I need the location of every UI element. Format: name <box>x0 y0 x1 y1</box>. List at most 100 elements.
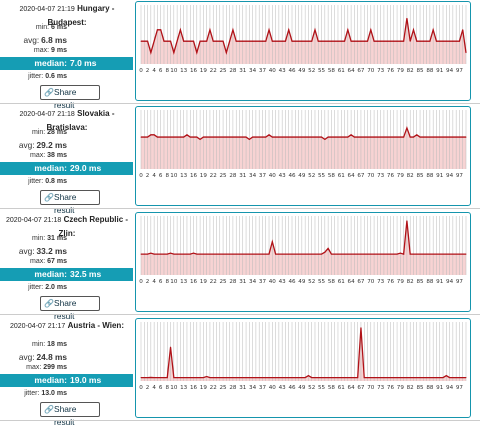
data-point <box>409 253 411 255</box>
data-point <box>143 136 145 138</box>
data-point <box>284 253 286 255</box>
data-point <box>327 136 329 138</box>
data-point <box>396 377 398 379</box>
data-point <box>147 40 149 42</box>
data-point <box>294 40 296 42</box>
x-tick-label: 22 <box>210 68 217 74</box>
data-point <box>258 253 260 255</box>
data-point <box>202 253 204 255</box>
data-point <box>422 377 424 379</box>
data-point <box>284 40 286 42</box>
data-point <box>314 377 316 379</box>
x-tick-label: 76 <box>387 173 395 179</box>
data-point <box>367 253 369 255</box>
data-point <box>222 136 224 138</box>
data-point <box>179 377 181 379</box>
x-tick-label: 37 <box>259 68 267 74</box>
x-tick-label: 91 <box>436 279 444 285</box>
data-point <box>225 253 227 255</box>
chart-svg: 0 2 4 6 8 10 13 16 19 22 25 28 31 34 37 40 43 46 49 52 55 58 6… <box>139 5 467 74</box>
data-point <box>452 136 454 138</box>
result-timestamp: 2020-04-07 21:18 <box>5 217 62 224</box>
data-point <box>275 40 277 42</box>
data-point <box>357 253 359 255</box>
data-point <box>255 377 257 379</box>
data-point <box>445 253 447 255</box>
x-tick-label: 76 <box>387 279 395 285</box>
data-point <box>350 134 352 136</box>
share-result-button[interactable]: 🔗 Share result <box>40 190 100 215</box>
data-point <box>376 136 378 138</box>
x-tick-label: 97 <box>456 68 464 74</box>
data-point <box>196 253 198 255</box>
x-tick-label: 0 <box>139 68 143 74</box>
x-tick-label: 88 <box>426 68 434 74</box>
data-point <box>298 253 300 255</box>
data-point <box>426 377 428 379</box>
result-title: 2020-04-07 21:17 Austria - Wien: <box>2 319 132 333</box>
data-point <box>317 377 319 379</box>
x-tick-label: 43 <box>279 68 287 74</box>
data-point <box>412 377 414 379</box>
stat-max: max: 38 ms <box>30 152 67 159</box>
data-point <box>426 40 428 42</box>
data-point <box>406 17 408 19</box>
data-point <box>284 136 286 138</box>
x-tick-label: 25 <box>220 385 228 391</box>
data-point <box>399 252 401 254</box>
data-point <box>307 40 309 42</box>
data-point <box>419 40 421 42</box>
median-label: median: <box>34 58 67 68</box>
data-point <box>429 253 431 255</box>
x-tick-label: 22 <box>210 279 217 285</box>
data-point <box>347 29 349 31</box>
data-point <box>334 136 336 138</box>
x-tick-label: 49 <box>298 173 306 179</box>
data-point <box>353 136 355 138</box>
data-point <box>321 253 323 255</box>
x-tick-label: 8 <box>165 173 169 179</box>
share-result-button[interactable]: 🔗 Share result <box>40 296 100 321</box>
share-result-button[interactable]: 🔗 Share result <box>40 85 100 110</box>
x-tick-label: 91 <box>436 68 444 74</box>
data-point <box>196 52 198 54</box>
x-tick-label: 43 <box>279 173 287 179</box>
data-point <box>150 134 152 136</box>
data-point <box>212 253 214 255</box>
data-point <box>179 253 181 255</box>
data-point <box>179 136 181 138</box>
x-tick-label: 40 <box>269 68 277 74</box>
data-point <box>347 377 349 379</box>
data-point <box>367 136 369 138</box>
data-point <box>186 253 188 255</box>
result-summary: 2020-04-07 21:17 Austria - Wien: min: 18… <box>0 317 134 427</box>
data-point <box>330 136 332 138</box>
data-point <box>298 377 300 379</box>
data-point <box>462 377 464 379</box>
data-point <box>353 40 355 42</box>
x-tick-label: 73 <box>377 385 385 391</box>
x-tick-label: 79 <box>397 173 405 179</box>
series-line <box>141 18 467 55</box>
x-tick-label: 94 <box>446 279 454 285</box>
x-tick-label: 43 <box>279 385 287 391</box>
data-point <box>304 377 306 379</box>
data-point <box>455 136 457 138</box>
data-point <box>360 40 362 42</box>
data-point <box>301 136 303 138</box>
x-tick-label: 52 <box>308 279 315 285</box>
x-tick-label: 94 <box>446 173 454 179</box>
stat-min: min: 18 ms <box>31 341 67 348</box>
x-tick-label: 28 <box>229 173 237 179</box>
x-tick-label: 46 <box>288 173 296 179</box>
data-point <box>321 40 323 42</box>
data-point <box>206 136 208 138</box>
x-tick-label: 4 <box>152 279 156 285</box>
data-point <box>373 136 375 138</box>
data-point <box>219 253 221 255</box>
share-result-button[interactable]: 🔗 Share result <box>40 402 100 427</box>
data-point <box>311 136 313 138</box>
data-point <box>176 40 178 42</box>
data-point <box>462 253 464 255</box>
data-point <box>317 136 319 138</box>
